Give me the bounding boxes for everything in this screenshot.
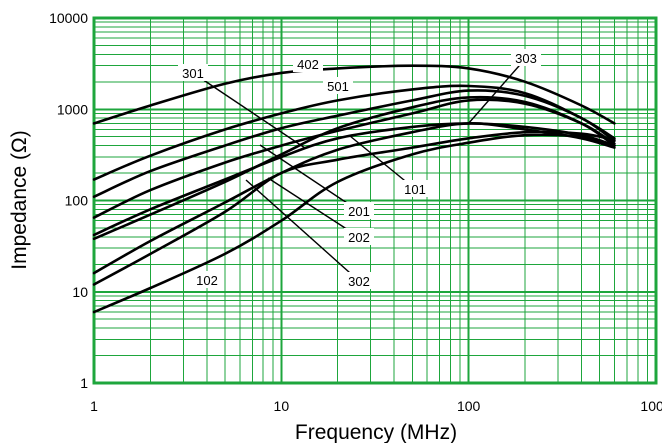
leader-line-302 <box>245 179 360 282</box>
y-tick-label: 1000 <box>57 101 88 117</box>
series-label-bg-201 <box>344 202 374 219</box>
x-tick-label: 1000 <box>640 398 662 414</box>
x-tick-label: 100 <box>457 398 481 414</box>
y-axis-label: Impedance (Ω) <box>8 130 31 269</box>
series-label-bg-301 <box>178 64 208 81</box>
leader-line-202 <box>267 177 360 238</box>
y-tick-label: 10 <box>72 284 88 300</box>
leader-line-301 <box>192 72 306 149</box>
series-label-bg-303 <box>511 49 541 66</box>
y-tick-label: 100 <box>65 193 89 209</box>
series-label-402: 402 <box>297 57 319 72</box>
series-curve-102 <box>92 133 616 314</box>
series-label-bg-501 <box>323 77 353 94</box>
series-label-303: 303 <box>515 51 537 66</box>
series-label-501: 501 <box>327 79 349 94</box>
series-label-bg-402 <box>293 55 323 72</box>
y-tick-label: 10000 <box>49 10 88 26</box>
series-label-201: 201 <box>348 204 370 219</box>
y-tick-label: 1 <box>80 375 88 391</box>
grid <box>92 16 658 385</box>
series-curve-301 <box>92 89 616 198</box>
leader-line-201 <box>259 144 360 212</box>
series-curve-202 <box>92 95 616 241</box>
series-labels: 402 501 301 201 303 202 101 302 102 <box>178 49 541 289</box>
x-tick-label: 10 <box>274 398 290 414</box>
series-label-bg-102 <box>192 271 222 288</box>
series-label-bg-202 <box>344 228 374 245</box>
series-label-101: 101 <box>404 182 426 197</box>
series-curve-402 <box>92 64 616 125</box>
x-axis-label: Frequency (MHz) <box>295 421 457 443</box>
series-curve-303 <box>92 122 616 237</box>
series-label-bg-101 <box>400 180 430 197</box>
axis-ticks: 1101001000100001000100101 <box>49 10 662 414</box>
series-label-102: 102 <box>196 273 218 288</box>
leader-line-303 <box>467 57 527 125</box>
series-label-202: 202 <box>348 230 370 245</box>
series-label-bg-302 <box>344 272 374 289</box>
series-label-302: 302 <box>348 274 370 289</box>
series-curves <box>92 64 616 314</box>
series-curve-302 <box>92 130 616 286</box>
x-tick-label: 1 <box>90 398 98 414</box>
series-label-301: 301 <box>182 66 204 81</box>
